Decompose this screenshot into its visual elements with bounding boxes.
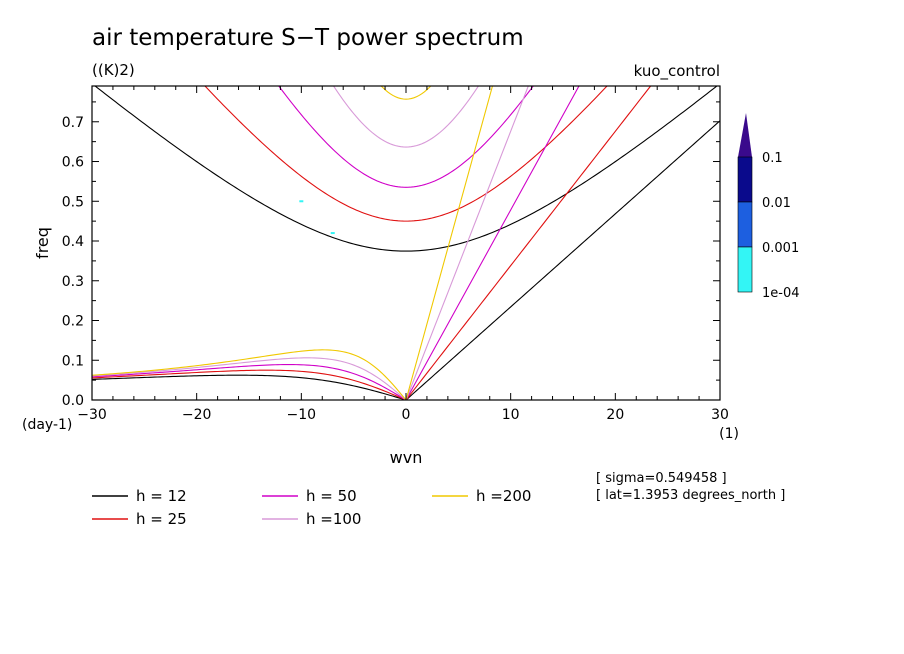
shaded-spot	[330, 232, 335, 235]
colorbar-label-2: 0.01	[762, 196, 791, 211]
y-tick-label: 0.4	[62, 234, 84, 250]
x-tick-label: −30	[77, 407, 107, 423]
y-tick-label: 0.1	[62, 353, 84, 369]
y-tick-label: 0.2	[62, 314, 84, 330]
x-tick-label: 30	[711, 407, 729, 423]
legend-label: h =200	[476, 487, 531, 505]
run-label: kuo_control	[634, 62, 720, 81]
curve-ig1-h50	[278, 86, 534, 188]
x-unit-label: (1)	[719, 426, 739, 442]
dispersion-curves	[92, 86, 720, 400]
legend-label: h = 12	[136, 487, 187, 505]
x-tick-label: 10	[502, 407, 520, 423]
curve-ig1-h25	[204, 86, 608, 222]
curve-mrg-low-h12	[92, 374, 407, 400]
curve-ig1-h12	[94, 86, 718, 252]
sigma-info: [ sigma=0.549458 ]	[596, 471, 727, 486]
y-tick-label: 0.7	[62, 115, 84, 131]
curve-ig1-h200	[380, 86, 432, 100]
colorbar-label-4: 1e-04	[762, 286, 800, 301]
y-unit-label: (day-1)	[22, 417, 72, 433]
curve-mrg-low-h50	[92, 364, 407, 400]
colorbar-swatch-3	[737, 246, 753, 293]
colorbar-swatch-1	[737, 156, 753, 203]
colorbar-over-triangle	[738, 113, 752, 157]
curve-kelvin-h12	[405, 120, 720, 400]
plot-frame	[91, 85, 721, 401]
y-tick-label: 0.5	[62, 194, 84, 210]
legend-label: h = 50	[306, 487, 357, 505]
units-label: ((K)2)	[92, 61, 135, 79]
y-tick-label: 0.0	[62, 393, 84, 409]
colorbar-swatch-2	[737, 201, 753, 248]
y-tick-label: 0.3	[62, 274, 84, 290]
curve-kelvin-h100	[405, 86, 529, 400]
x-tick-label: −20	[182, 407, 212, 423]
legend: h = 12 h = 25 h = 50 h =100 h =200	[92, 487, 531, 528]
curve-mrg-low-h100	[92, 357, 407, 400]
legend-label: h =100	[306, 510, 361, 528]
x-tick-label: −10	[287, 407, 317, 423]
y-tick-label: 0.6	[62, 155, 84, 171]
curve-kelvin-h25	[405, 86, 652, 400]
lat-info: [ lat=1.3953 degrees_north ]	[596, 488, 785, 503]
x-axis-label: wvn	[390, 448, 423, 467]
curve-mrg-low-h200	[92, 349, 407, 400]
curve-ig1-h100	[332, 86, 480, 148]
x-tick-label: 20	[606, 407, 624, 423]
y-axis-label: freq	[33, 227, 52, 259]
colorbar-label-3: 0.001	[762, 241, 799, 256]
shaded-spot	[299, 200, 304, 203]
curve-kelvin-h50	[405, 86, 580, 400]
shaded-spots	[299, 200, 335, 235]
axis-ticks: −30 −20 −10 0 10 20 30 0.0 0.1 0.2 0.3 0.4 0.5 0.6 0.7	[62, 86, 729, 423]
colorbar-label-1: 0.1	[762, 151, 783, 166]
curve-mrg-low-h25	[92, 369, 407, 400]
legend-label: h = 25	[136, 510, 187, 528]
x-tick-label: 0	[402, 407, 411, 423]
chart-title: air temperature S−T power spectrum	[92, 25, 524, 51]
colorbar: 0.1 0.01 0.001 1e-04	[737, 113, 800, 301]
curve-kelvin-h200	[405, 86, 494, 400]
